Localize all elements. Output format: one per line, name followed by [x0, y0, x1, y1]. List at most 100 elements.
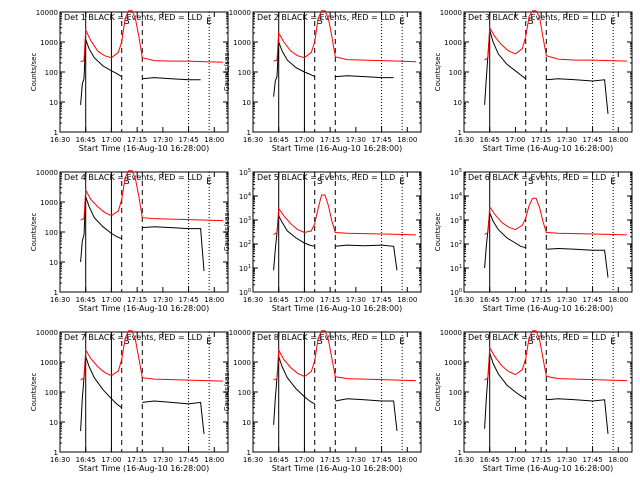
- x-tick-label: 17:00: [294, 136, 314, 144]
- x-tick-label: 17:00: [101, 296, 121, 304]
- x-axis-label: Start Time (16-Aug-10 16:28:00): [483, 464, 614, 473]
- x-tick-label: 16:30: [50, 136, 70, 144]
- panel-title: Det 4 BLACK = Events, RED = LLD: [64, 173, 202, 182]
- y-tick-label: 100: [45, 69, 58, 77]
- x-axis-label: Start Time (16-Aug-10 16:28:00): [79, 304, 210, 313]
- x-axis-label: Start Time (16-Aug-10 16:28:00): [483, 144, 614, 153]
- x-tick-label: 18:00: [608, 136, 628, 144]
- y-tick-label: 1000: [444, 359, 462, 367]
- x-axis-label: Start Time (16-Aug-10 16:28:00): [272, 304, 403, 313]
- x-tick-label: 16:45: [76, 456, 96, 464]
- y-tick-label: 1000: [40, 39, 58, 47]
- y-axis-label: Counts/sec: [223, 53, 231, 92]
- region-label: S: [528, 337, 534, 347]
- region-label: E: [610, 177, 616, 187]
- y-tick-label: 100: [238, 69, 251, 77]
- plot-frame: [59, 331, 229, 453]
- series-line-events-0: [273, 356, 315, 425]
- x-axis-label: Start Time (16-Aug-10 16:28:00): [483, 304, 614, 313]
- x-axis-label: Start Time (16-Aug-10 16:28:00): [79, 464, 210, 473]
- region-label: E: [206, 337, 212, 347]
- y-tick-label: 1000: [40, 199, 58, 207]
- x-tick-label: 17:15: [127, 136, 147, 144]
- y-tick-label: 1: [54, 129, 58, 137]
- y-tick-label: 10: [49, 419, 58, 427]
- y-axis-label: Counts/sec: [434, 213, 442, 252]
- plot-frame: [463, 171, 633, 293]
- x-tick-label: 17:30: [346, 296, 366, 304]
- x-tick-label: 17:15: [531, 136, 551, 144]
- plot-frame: [252, 171, 422, 293]
- series-line-lld-2: [484, 10, 627, 62]
- x-axis-label: Start Time (16-Aug-10 16:28:00): [79, 144, 210, 153]
- y-tick-label: 101: [239, 264, 251, 273]
- y-tick-label: 103: [450, 216, 462, 225]
- y-tick-label: 10000: [36, 329, 58, 337]
- series-line-lld-2: [80, 170, 223, 222]
- y-tick-label: 1000: [40, 359, 58, 367]
- panel-title: Det 2 BLACK = Events, RED = LLD: [257, 13, 395, 22]
- x-tick-label: 17:00: [101, 456, 121, 464]
- x-tick-label: 17:45: [582, 456, 602, 464]
- region-label: S: [124, 177, 130, 187]
- y-tick-label: 10000: [229, 9, 251, 17]
- y-tick-label: 1: [54, 449, 58, 457]
- x-tick-label: 17:45: [178, 456, 198, 464]
- panel-title: Det 5 BLACK = Events, RED = LLD: [257, 173, 395, 182]
- x-tick-label: 17:15: [320, 456, 340, 464]
- y-tick-label: 100: [45, 229, 58, 237]
- region-label: S: [528, 17, 534, 27]
- y-axis-label: Counts/sec: [223, 373, 231, 412]
- y-tick-label: 1: [54, 289, 58, 297]
- y-tick-label: 10000: [440, 329, 462, 337]
- y-tick-label: 1: [247, 449, 251, 457]
- x-tick-label: 17:00: [505, 456, 525, 464]
- x-tick-label: 16:45: [480, 136, 500, 144]
- x-axis-label: Start Time (16-Aug-10 16:28:00): [272, 144, 403, 153]
- y-tick-label: 102: [450, 240, 462, 249]
- series-line-events-1: [546, 247, 609, 278]
- y-tick-label: 103: [239, 216, 251, 225]
- plot-frame: [59, 171, 229, 293]
- plot-frame: [252, 331, 422, 453]
- panel-title: Det 3 BLACK = Events, RED = LLD: [468, 13, 606, 22]
- series-line-lld-2: [80, 330, 223, 382]
- x-tick-label: 16:30: [50, 296, 70, 304]
- y-tick-label: 10: [242, 99, 251, 107]
- x-tick-label: 18:00: [608, 296, 628, 304]
- x-tick-label: 16:45: [76, 136, 96, 144]
- series-line-lld-2: [484, 197, 627, 236]
- y-tick-label: 10: [453, 99, 462, 107]
- panel-title: Det 9 BLACK = Events, RED = LLD: [468, 333, 606, 342]
- x-tick-label: 16:45: [269, 296, 289, 304]
- x-tick-label: 17:15: [320, 136, 340, 144]
- y-tick-label: 10000: [36, 9, 58, 17]
- y-tick-label: 105: [450, 168, 462, 177]
- region-label: S: [317, 177, 323, 187]
- y-tick-label: 102: [239, 240, 251, 249]
- x-tick-label: 16:45: [269, 456, 289, 464]
- y-axis-label: Counts/sec: [30, 213, 38, 252]
- y-tick-label: 1: [458, 449, 462, 457]
- x-tick-label: 17:00: [294, 456, 314, 464]
- x-tick-label: 16:30: [243, 456, 263, 464]
- x-tick-label: 17:30: [153, 136, 173, 144]
- x-tick-label: 17:30: [346, 456, 366, 464]
- region-label: S: [124, 17, 130, 27]
- y-tick-label: 1: [458, 129, 462, 137]
- series-line-events-1: [142, 226, 205, 272]
- series-line-lld-2: [80, 10, 223, 63]
- x-tick-label: 16:45: [76, 296, 96, 304]
- y-tick-label: 104: [239, 192, 251, 201]
- region-label: E: [206, 177, 212, 187]
- x-tick-label: 17:30: [153, 456, 173, 464]
- y-tick-label: 100: [449, 389, 462, 397]
- region-label: E: [399, 337, 405, 347]
- x-axis-label: Start Time (16-Aug-10 16:28:00): [272, 464, 403, 473]
- region-label: E: [610, 337, 616, 347]
- x-tick-label: 17:45: [371, 136, 391, 144]
